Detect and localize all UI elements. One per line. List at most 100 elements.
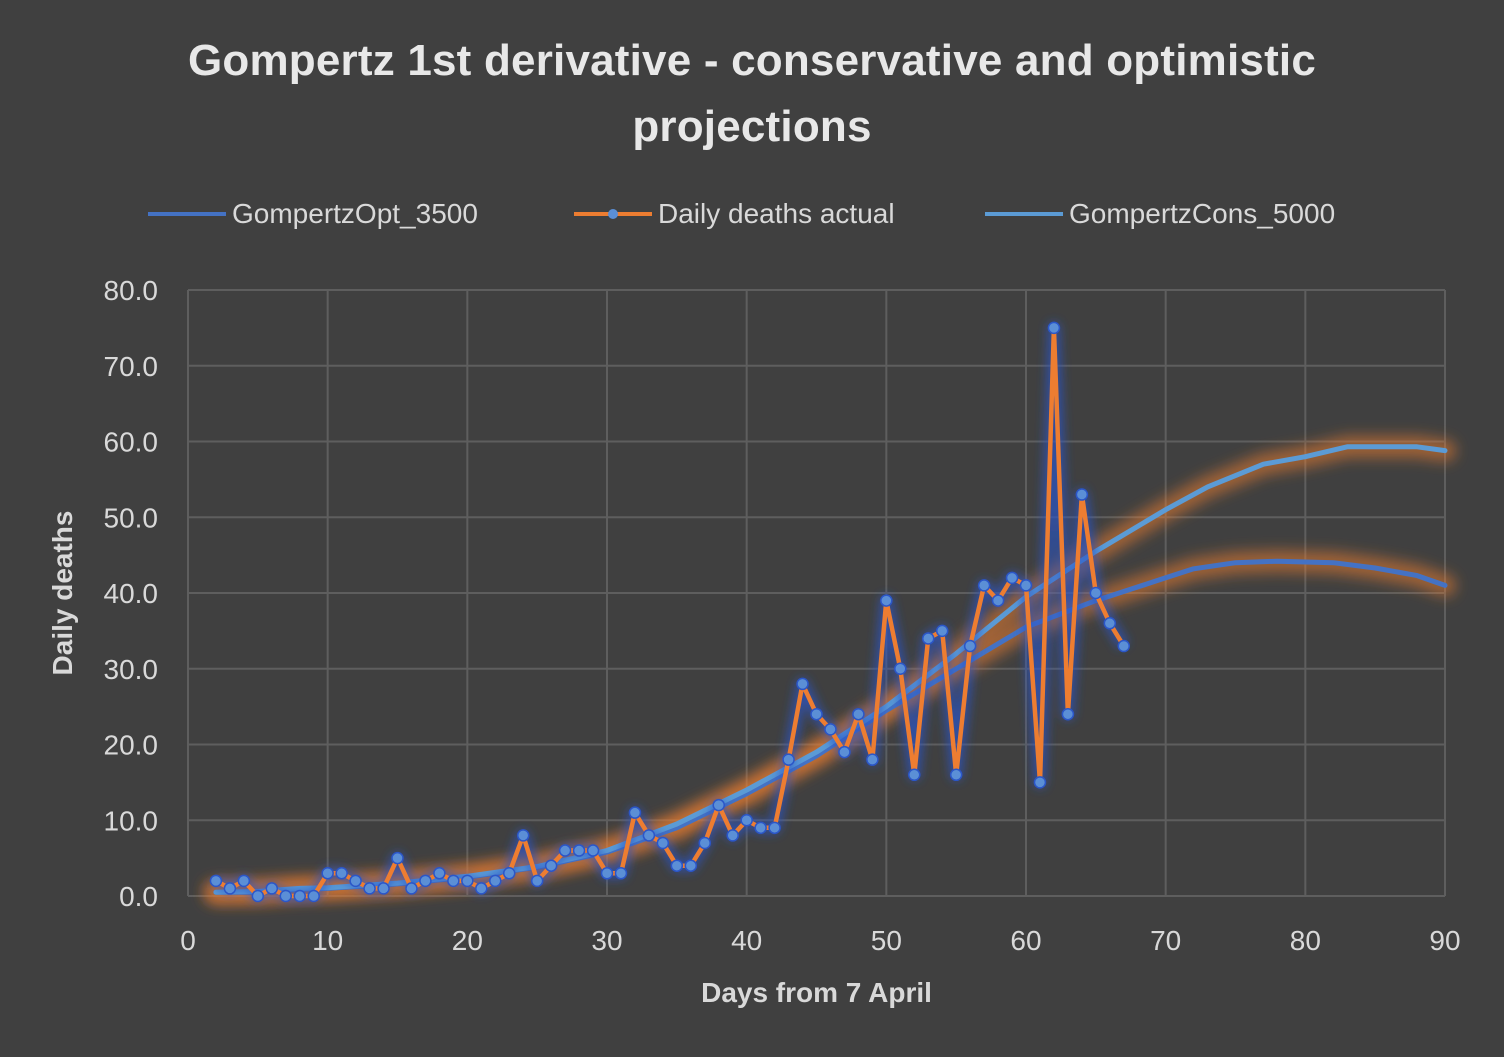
x-tick-label: 10 <box>312 925 343 956</box>
data-point-daily-deaths <box>628 806 642 819</box>
legend-marker-daily-deaths <box>608 209 618 219</box>
data-point-daily-deaths <box>209 874 223 888</box>
data-point-daily-deaths <box>963 639 977 653</box>
legend-swatch-gompertz-cons <box>985 212 1063 216</box>
y-tick-label: 60.0 <box>104 427 159 458</box>
y-tick-label: 10.0 <box>104 805 159 836</box>
x-tick-label: 30 <box>591 925 622 956</box>
data-point-daily-deaths <box>921 632 935 645</box>
data-point-daily-deaths <box>977 579 991 592</box>
data-point-daily-deaths <box>880 594 893 607</box>
data-point-daily-deaths <box>265 882 279 895</box>
data-point-daily-deaths <box>824 723 837 736</box>
data-point-daily-deaths <box>1061 707 1075 721</box>
legend-item-gompertz-opt: GompertzOpt_3500 <box>148 196 478 232</box>
data-point-daily-deaths <box>321 867 334 880</box>
data-point-daily-deaths <box>866 753 879 766</box>
data-point-daily-deaths <box>530 874 544 888</box>
x-tick-label: 40 <box>731 925 762 956</box>
data-point-daily-deaths <box>1103 617 1117 630</box>
data-point-daily-deaths <box>572 844 586 857</box>
data-point-daily-deaths <box>949 768 963 782</box>
data-point-daily-deaths <box>656 836 670 850</box>
data-point-daily-deaths <box>894 662 907 675</box>
legend-label-gompertz-cons: GompertzCons_5000 <box>1069 198 1336 229</box>
data-point-daily-deaths <box>614 867 628 880</box>
data-point-daily-deaths <box>754 821 767 835</box>
x-tick-label: 20 <box>452 925 483 956</box>
legend-swatch-gompertz-opt <box>148 212 226 216</box>
y-tick-label: 0.0 <box>119 881 158 912</box>
data-point-daily-deaths <box>586 844 600 857</box>
data-point-daily-deaths <box>852 707 865 721</box>
y-tick-label: 20.0 <box>104 730 159 761</box>
data-point-daily-deaths <box>223 882 237 895</box>
data-point-daily-deaths <box>237 874 251 888</box>
data-point-daily-deaths <box>740 814 753 827</box>
data-point-daily-deaths <box>642 829 656 842</box>
y-axis-title: Daily deaths <box>47 511 78 676</box>
data-point-daily-deaths <box>1047 321 1061 335</box>
x-tick-label: 60 <box>1010 925 1041 956</box>
data-point-daily-deaths <box>670 859 684 872</box>
data-point-daily-deaths <box>1075 488 1089 501</box>
data-point-daily-deaths <box>810 707 823 721</box>
x-axis-title: Days from 7 April <box>701 977 932 1008</box>
y-tick-label: 70.0 <box>104 351 159 382</box>
x-tick-label: 50 <box>871 925 902 956</box>
data-point-daily-deaths <box>712 798 725 812</box>
x-tick-label: 0 <box>180 925 196 956</box>
data-point-daily-deaths <box>544 859 558 872</box>
data-point-daily-deaths <box>558 844 572 857</box>
data-point-daily-deaths <box>502 867 516 880</box>
data-point-daily-deaths <box>1033 776 1047 789</box>
legend-item-gompertz-cons: GompertzCons_5000 <box>985 196 1335 232</box>
legend-item-daily-deaths: Daily deaths actual <box>574 196 895 232</box>
data-point-daily-deaths <box>293 889 306 903</box>
data-point-daily-deaths <box>698 836 712 850</box>
y-tick-label: 80.0 <box>104 275 159 306</box>
legend-label-gompertz-opt: GompertzOpt_3500 <box>232 198 478 229</box>
data-point-daily-deaths <box>1019 579 1033 592</box>
y-tick-label: 40.0 <box>104 578 159 609</box>
data-point-daily-deaths <box>991 594 1005 607</box>
series-line-daily-deaths <box>214 325 1126 899</box>
data-point-daily-deaths <box>405 882 418 895</box>
data-point-daily-deaths <box>908 768 921 782</box>
data-point-daily-deaths <box>726 829 739 842</box>
data-point-daily-deaths <box>335 867 348 880</box>
data-point-daily-deaths <box>935 624 949 638</box>
series-glow <box>213 321 1129 902</box>
data-point-daily-deaths <box>1089 586 1103 600</box>
data-point-daily-deaths <box>279 889 293 903</box>
legend-swatch-daily-deaths <box>574 209 652 219</box>
y-tick-label: 50.0 <box>104 502 159 533</box>
data-point-daily-deaths <box>461 874 474 888</box>
x-tick-label: 90 <box>1429 925 1460 956</box>
data-point-daily-deaths <box>1005 571 1019 585</box>
x-tick-label: 80 <box>1290 925 1321 956</box>
data-point-daily-deaths <box>475 882 488 895</box>
data-point-daily-deaths <box>600 867 614 880</box>
data-point-daily-deaths <box>391 851 404 865</box>
data-point-daily-deaths <box>363 882 376 895</box>
data-point-daily-deaths <box>796 677 809 691</box>
data-point-daily-deaths <box>349 874 362 888</box>
x-tick-label: 70 <box>1150 925 1181 956</box>
data-point-daily-deaths <box>684 859 698 872</box>
data-point-daily-deaths <box>377 882 390 895</box>
data-point-daily-deaths <box>447 874 460 888</box>
y-tick-label: 30.0 <box>104 654 159 685</box>
data-point-daily-deaths <box>1117 639 1131 653</box>
chart-title-line-1: Gompertz 1st derivative - conservative a… <box>187 36 1317 85</box>
data-point-daily-deaths <box>307 889 320 903</box>
data-point-daily-deaths <box>419 874 432 888</box>
data-point-daily-deaths <box>838 745 851 759</box>
data-point-daily-deaths <box>782 753 795 766</box>
data-point-daily-deaths <box>768 821 781 835</box>
data-point-daily-deaths <box>489 874 502 888</box>
data-point-daily-deaths <box>516 829 530 842</box>
data-point-daily-deaths <box>433 867 446 880</box>
